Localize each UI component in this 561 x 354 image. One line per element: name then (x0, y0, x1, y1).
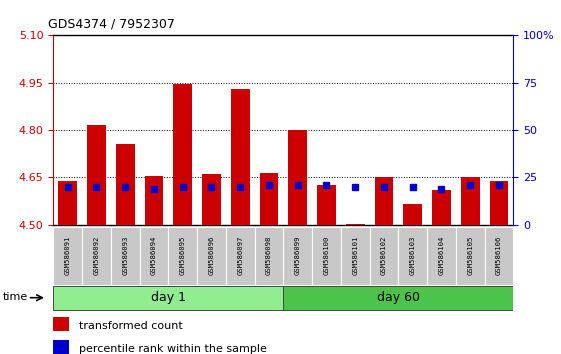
Text: GSM586105: GSM586105 (467, 236, 473, 275)
Bar (398, 227, 427, 285)
Bar (283, 286, 513, 310)
Bar (231, 89, 250, 225)
Text: GSM586106: GSM586106 (496, 236, 502, 275)
Text: day 60: day 60 (377, 291, 420, 304)
Bar (53, 227, 82, 285)
Text: GSM586091: GSM586091 (65, 236, 71, 275)
Bar (58, 181, 77, 225)
Bar (403, 204, 422, 225)
Bar (490, 181, 508, 225)
Bar (485, 227, 513, 285)
Bar (288, 130, 307, 225)
Text: GSM586101: GSM586101 (352, 236, 358, 275)
Bar (255, 227, 283, 285)
Bar (53, 286, 283, 310)
Text: GSM586093: GSM586093 (122, 236, 128, 275)
Text: GSM586097: GSM586097 (237, 236, 243, 275)
Text: GSM586100: GSM586100 (324, 236, 329, 275)
Text: GSM586095: GSM586095 (180, 236, 186, 275)
Bar (53, 339, 70, 354)
Bar (168, 227, 197, 285)
Bar (432, 190, 451, 225)
Text: time: time (3, 292, 28, 302)
Text: day 1: day 1 (151, 291, 186, 304)
Bar (197, 227, 226, 285)
Text: GSM586102: GSM586102 (381, 236, 387, 275)
Text: GSM586099: GSM586099 (295, 236, 301, 275)
Text: GSM586092: GSM586092 (94, 236, 99, 275)
Bar (87, 125, 106, 225)
Bar (226, 227, 255, 285)
Bar (82, 227, 111, 285)
Bar (53, 316, 70, 331)
Bar (375, 177, 393, 225)
Text: percentile rank within the sample: percentile rank within the sample (79, 344, 266, 354)
Bar (283, 227, 312, 285)
Bar (202, 174, 221, 225)
Bar (260, 173, 278, 225)
Bar (145, 176, 163, 225)
Bar (140, 227, 168, 285)
Text: GSM586098: GSM586098 (266, 236, 272, 275)
Text: transformed count: transformed count (79, 321, 182, 331)
Text: GSM586103: GSM586103 (410, 236, 416, 275)
Bar (116, 144, 135, 225)
Bar (317, 185, 336, 225)
Bar (312, 227, 341, 285)
Bar (370, 227, 398, 285)
Bar (346, 224, 365, 225)
Bar (427, 227, 456, 285)
Bar (456, 227, 485, 285)
Text: GSM586094: GSM586094 (151, 236, 157, 275)
Text: GSM586096: GSM586096 (209, 236, 214, 275)
Bar (173, 84, 192, 225)
Bar (461, 177, 480, 225)
Text: GSM586104: GSM586104 (439, 236, 444, 275)
Text: GDS4374 / 7952307: GDS4374 / 7952307 (48, 18, 174, 31)
Bar (341, 227, 370, 285)
Bar (111, 227, 140, 285)
